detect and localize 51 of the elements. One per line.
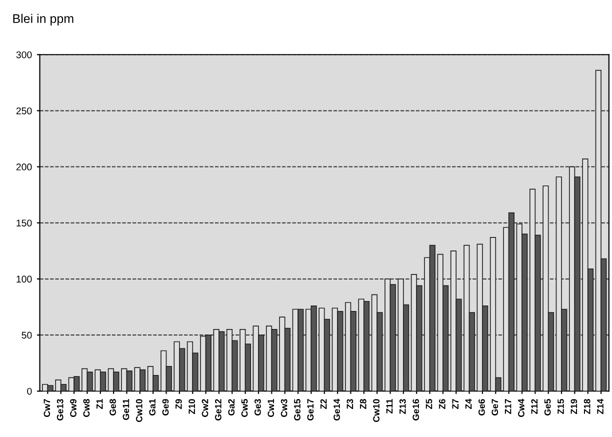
x-tick-label: Z11 [386, 399, 393, 414]
x-tick-label: Cw1 [268, 399, 274, 417]
y-tick-label: 50 [22, 332, 32, 339]
x-tick-label: Cw2 [202, 399, 208, 417]
y-tick-label: 300 [16, 51, 32, 58]
x-tick-label: Z2 [320, 399, 327, 410]
x-tick-label: Ge14 [334, 398, 340, 420]
x-tick-label: Cw10 [136, 399, 142, 422]
x-tick-label: Cw4 [518, 398, 524, 417]
y-tick-label: 0 [27, 388, 32, 395]
y-tick-label: 100 [16, 276, 32, 283]
x-tick-label: Ge9 [162, 399, 169, 416]
x-tick-label: Ge8 [110, 399, 116, 416]
x-tick-label: Z18 [584, 399, 590, 414]
x-tick-label: Ge12 [214, 399, 222, 420]
x-tick-label: Z8 [360, 399, 366, 410]
x-tick-label: Cw10 [373, 399, 380, 422]
x-tick-label: Cw7 [44, 399, 50, 417]
x-tick-label: Cw9 [70, 399, 76, 417]
x-tick-label: Z15 [558, 399, 564, 414]
y-tick-label: 250 [16, 107, 32, 114]
x-tick-label: Cw3 [280, 399, 288, 417]
x-tick-label: Z19 [570, 399, 578, 414]
x-tick-label: Z3 [346, 399, 354, 410]
x-tick-label: Z7 [452, 399, 458, 410]
x-tick-label: Cw8 [83, 399, 90, 417]
x-tick-label: Z14 [597, 398, 604, 414]
x-tick-label: Z9 [175, 399, 182, 410]
x-tick-label: Ge13 [56, 399, 64, 420]
y-axis-title: Blei in ppm [13, 14, 74, 26]
x-tick-label: Z12 [531, 399, 538, 414]
x-tick-label: Ge5 [544, 399, 551, 416]
x-tick-label: Z1 [96, 399, 103, 410]
x-tick-label: Ge3 [254, 399, 261, 416]
x-tick-label: Ge17 [307, 399, 314, 420]
x-tick-label: Z10 [188, 399, 196, 414]
x-tick-label: Ga1 [149, 399, 156, 416]
x-tick-label: Ge16 [412, 399, 420, 420]
x-tick-label: Ge15 [294, 399, 300, 420]
x-tick-label: Ge6 [478, 399, 485, 416]
x-tick-label: Z6 [438, 399, 446, 410]
y-tick-label: 150 [16, 220, 32, 226]
x-tick-label: Ga2 [228, 399, 235, 416]
x-tick-label: Cw5 [241, 399, 248, 417]
x-tick-label: Ge7 [492, 399, 498, 416]
y-tick-label: 200 [16, 164, 32, 170]
x-tick-label: Ge11 [122, 399, 130, 420]
x-tick-label: Z13 [399, 399, 406, 414]
x-tick-label: Z4 [465, 398, 472, 410]
x-tick-label: Z5 [426, 399, 432, 410]
x-tick-label: Z17 [504, 399, 512, 414]
